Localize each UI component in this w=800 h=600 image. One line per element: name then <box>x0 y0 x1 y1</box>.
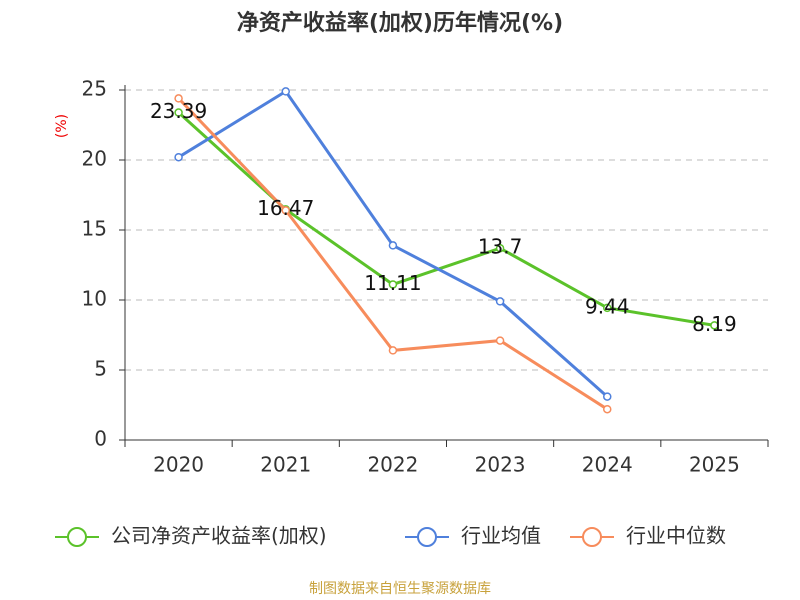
legend-label: 行业中位数 <box>626 524 726 548</box>
point <box>495 336 505 345</box>
x-tick-label: 2025 <box>689 453 740 477</box>
x-tick-label: 2022 <box>367 453 418 477</box>
point <box>603 303 612 313</box>
data-label: 8.19 <box>692 312 737 336</box>
y-tick-label: 20 <box>82 147 107 171</box>
legend-icon <box>582 527 602 547</box>
data-label: 9.44 <box>585 294 630 318</box>
point <box>603 392 612 401</box>
data-label: 11.11 <box>364 271 421 295</box>
point <box>174 152 183 162</box>
y-tick-label: 5 <box>94 357 107 381</box>
y-tick-label: 10 <box>82 287 107 311</box>
point <box>495 297 505 306</box>
point <box>388 346 398 355</box>
data-label: 16.47 <box>257 196 314 220</box>
legend-icon <box>417 527 437 547</box>
point <box>174 94 183 103</box>
x-tick-label: 2024 <box>582 453 633 477</box>
legend-label: 公司净资产收益率(加权) <box>111 524 327 548</box>
y-axis-label: (%) <box>54 114 70 138</box>
point <box>710 321 719 330</box>
legend-label: 行业均值 <box>461 524 541 548</box>
x-tick-label: 2021 <box>260 453 311 477</box>
source-note: 制图数据来自恒生聚源数据库 <box>309 581 491 597</box>
point <box>388 280 398 289</box>
data-label: 13.7 <box>478 235 523 259</box>
point <box>281 206 290 215</box>
point <box>174 108 183 117</box>
y-tick-label: 0 <box>94 427 107 451</box>
point <box>495 243 505 253</box>
x-tick-label: 2023 <box>475 453 526 477</box>
chart-title: 净资产收益率(加权)历年情况(%) <box>237 10 563 36</box>
data-label: 23.39 <box>150 99 207 123</box>
point <box>603 404 612 414</box>
y-tick-label: 15 <box>82 217 107 241</box>
point <box>281 87 290 96</box>
x-tick-label: 2020 <box>153 453 204 477</box>
point <box>388 241 398 250</box>
series-line <box>177 97 609 411</box>
y-tick-label: 25 <box>82 77 107 101</box>
legend-icon <box>67 527 87 547</box>
